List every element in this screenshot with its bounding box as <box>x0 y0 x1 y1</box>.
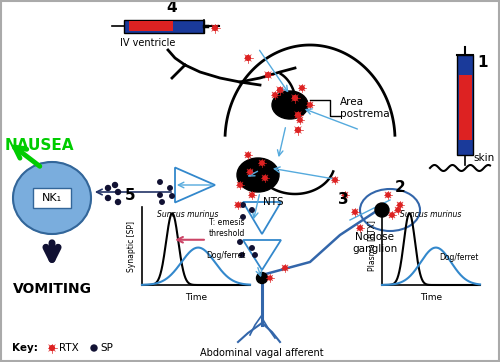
Text: Nodose
ganglion: Nodose ganglion <box>352 232 398 254</box>
Circle shape <box>278 88 282 92</box>
Circle shape <box>168 186 172 190</box>
Circle shape <box>250 208 254 212</box>
Circle shape <box>116 189 120 194</box>
Text: skin: skin <box>473 153 494 163</box>
Text: 2: 2 <box>395 181 406 195</box>
Text: Time: Time <box>420 293 442 302</box>
Circle shape <box>236 203 240 207</box>
Circle shape <box>250 246 254 250</box>
Circle shape <box>396 208 400 212</box>
Text: NTS: NTS <box>263 197 283 207</box>
Circle shape <box>91 345 97 351</box>
Text: NAUSEA: NAUSEA <box>5 138 74 153</box>
Circle shape <box>250 193 254 197</box>
Text: VOMITING: VOMITING <box>12 282 92 296</box>
Text: IV ventricle: IV ventricle <box>120 38 176 48</box>
Circle shape <box>246 56 250 60</box>
FancyBboxPatch shape <box>124 20 204 33</box>
Circle shape <box>268 276 272 280</box>
Text: 5: 5 <box>124 188 136 203</box>
Ellipse shape <box>237 158 279 192</box>
FancyBboxPatch shape <box>33 188 71 208</box>
Text: Key:: Key: <box>12 343 38 353</box>
Circle shape <box>353 210 357 214</box>
Text: Time: Time <box>185 293 207 302</box>
Circle shape <box>116 199 120 205</box>
Circle shape <box>170 194 174 198</box>
Circle shape <box>246 153 250 157</box>
Text: Suncus murinus: Suncus murinus <box>400 210 462 219</box>
Circle shape <box>160 200 164 204</box>
Circle shape <box>390 213 394 217</box>
Circle shape <box>375 203 389 217</box>
Circle shape <box>263 176 267 180</box>
Circle shape <box>333 178 337 182</box>
Circle shape <box>106 185 110 190</box>
Circle shape <box>296 113 300 117</box>
Circle shape <box>398 203 402 207</box>
Text: Dog/ferret: Dog/ferret <box>206 251 246 260</box>
Circle shape <box>298 118 302 122</box>
FancyBboxPatch shape <box>129 21 173 31</box>
Circle shape <box>256 273 268 283</box>
Circle shape <box>343 193 347 197</box>
Circle shape <box>386 193 390 197</box>
Circle shape <box>112 182 117 188</box>
FancyBboxPatch shape <box>458 75 471 140</box>
Text: 3: 3 <box>338 193 348 207</box>
Text: Dog/ferret: Dog/ferret <box>439 253 478 262</box>
Text: NK₁: NK₁ <box>42 193 62 203</box>
Text: T: emesis
threshold: T: emesis threshold <box>209 218 246 238</box>
Circle shape <box>283 266 287 270</box>
Circle shape <box>238 240 242 244</box>
Text: Suncus murinus: Suncus murinus <box>156 210 218 219</box>
Circle shape <box>50 346 54 350</box>
Circle shape <box>240 253 244 257</box>
Circle shape <box>248 170 252 174</box>
Circle shape <box>308 103 312 107</box>
Text: Area
postrema: Area postrema <box>340 97 390 119</box>
FancyBboxPatch shape <box>457 55 473 155</box>
Circle shape <box>238 183 242 187</box>
Circle shape <box>260 161 264 165</box>
Circle shape <box>158 180 162 184</box>
Text: 1: 1 <box>477 55 488 70</box>
Circle shape <box>253 253 257 257</box>
Circle shape <box>296 127 300 132</box>
Circle shape <box>266 73 270 77</box>
Circle shape <box>241 203 245 207</box>
Text: 4: 4 <box>166 0 177 16</box>
Ellipse shape <box>272 91 308 119</box>
Circle shape <box>300 86 304 90</box>
Circle shape <box>212 26 218 30</box>
Text: RTX: RTX <box>59 343 79 353</box>
Circle shape <box>292 96 298 100</box>
Text: Synaptic [SP]: Synaptic [SP] <box>128 220 136 272</box>
Text: Abdominal vagal afferent: Abdominal vagal afferent <box>200 348 324 358</box>
Circle shape <box>358 226 362 230</box>
Ellipse shape <box>13 162 91 234</box>
Circle shape <box>106 195 110 201</box>
Text: SP: SP <box>100 343 113 353</box>
Circle shape <box>158 193 162 197</box>
Text: Plasma [RTX]: Plasma [RTX] <box>368 220 376 272</box>
Circle shape <box>273 93 277 97</box>
Circle shape <box>241 215 245 219</box>
